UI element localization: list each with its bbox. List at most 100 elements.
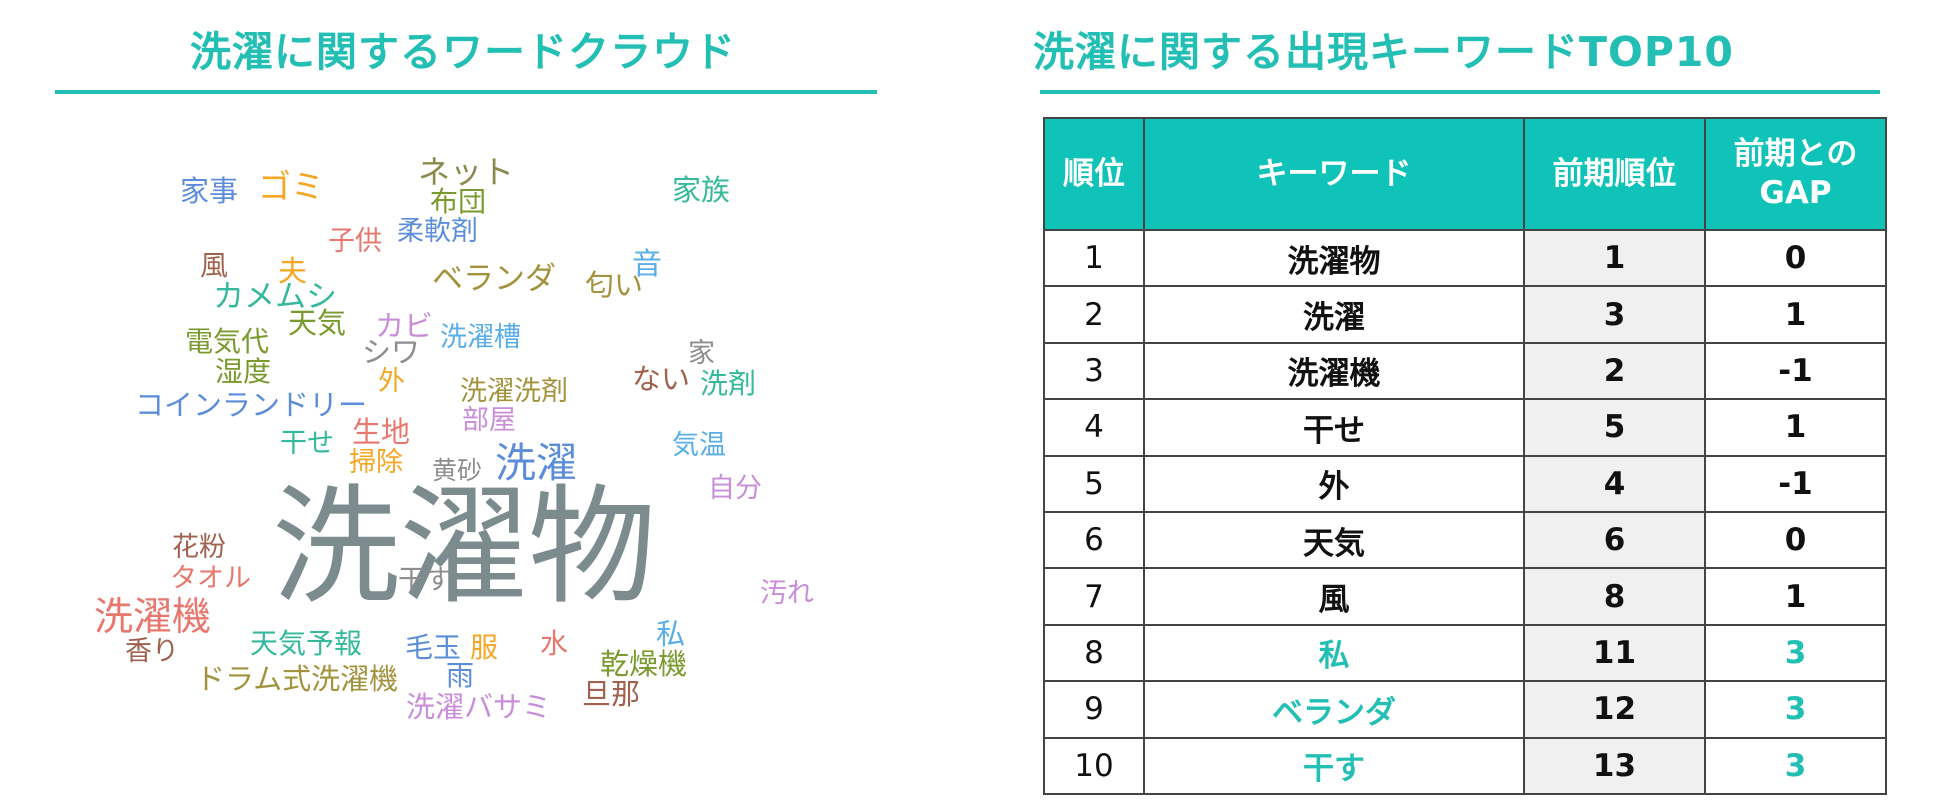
cloud-word: 柔軟剤 — [397, 216, 478, 247]
gap-cell: 3 — [1704, 736, 1887, 796]
keyword-cell: ベランダ — [1143, 680, 1525, 739]
keyword-cell: 洗濯 — [1143, 285, 1525, 344]
table-row-highlighted: 9 ベランダ 12 3 — [1043, 680, 1887, 739]
cloud-word: 家族 — [672, 173, 731, 207]
keyword-cell: 洗濯機 — [1143, 341, 1525, 401]
cloud-word: 乾燥機 — [600, 647, 688, 681]
cloud-word: 毛玉 — [405, 631, 462, 664]
cloud-word: 黄砂 — [432, 456, 483, 485]
table-row-highlighted: 10 干す 13 3 — [1043, 736, 1887, 796]
cloud-word: 掃除 — [349, 447, 403, 478]
gap-cell: 0 — [1704, 228, 1887, 288]
gap-cell: -1 — [1704, 341, 1887, 401]
cloud-word: コインランドリー — [135, 388, 368, 422]
rank-cell: 3 — [1043, 341, 1145, 401]
prev-rank-cell: 11 — [1523, 623, 1706, 683]
table-row: 6 天気 6 0 — [1043, 510, 1887, 570]
cloud-word: 自分 — [708, 473, 762, 504]
rank-cell: 7 — [1043, 567, 1145, 626]
prev-rank-cell: 6 — [1523, 510, 1706, 570]
header-keyword: キーワード — [1143, 117, 1525, 231]
top10-title: 洗濯に関する出現キーワードTOP10 — [1033, 28, 1734, 76]
table-row: 2 洗濯 3 1 — [1043, 285, 1887, 344]
prev-rank-cell: 1 — [1523, 228, 1706, 288]
table-row: 3 洗濯機 2 -1 — [1043, 341, 1887, 401]
prev-rank-cell: 8 — [1523, 567, 1706, 626]
rank-cell: 10 — [1043, 736, 1145, 796]
gap-cell: -1 — [1704, 454, 1887, 513]
cloud-word: 洗濯 — [495, 439, 577, 487]
cloud-word: 洗濯機 — [94, 595, 212, 640]
cloud-word: カビ — [375, 309, 434, 343]
table-row: 7 風 8 1 — [1043, 567, 1887, 626]
cloud-word: 花粉 — [172, 532, 226, 563]
gap-cell: 1 — [1704, 285, 1887, 344]
header-rank: 順位 — [1043, 117, 1145, 231]
table-row: 1 洗濯物 1 0 — [1043, 228, 1887, 288]
header-gap-line1: 前期との — [1733, 136, 1858, 173]
cloud-word: 家 — [688, 338, 715, 369]
cloud-word: 汚れ — [760, 578, 814, 609]
prev-rank-cell: 5 — [1523, 398, 1706, 457]
rank-cell: 6 — [1043, 510, 1145, 570]
gap-cell: 1 — [1704, 398, 1887, 457]
gap-cell: 3 — [1704, 623, 1887, 683]
rank-cell: 1 — [1043, 228, 1145, 288]
word-cloud: 家事 ゴミ ネット 布団 家族 子供 柔軟剤 風 夫 音 カメムシ ベランダ 匂… — [0, 0, 960, 806]
table-row: 5 外 4 -1 — [1043, 454, 1887, 513]
cloud-word: 香り — [125, 636, 179, 667]
prev-rank-cell: 2 — [1523, 341, 1706, 401]
rank-cell: 8 — [1043, 623, 1145, 683]
cloud-word: 夫 — [278, 254, 308, 288]
cloud-word: 電気代 — [185, 325, 270, 358]
cloud-word: 布団 — [430, 185, 487, 218]
cloud-word: ゴミ — [258, 167, 324, 206]
cloud-word: シワ — [362, 335, 421, 369]
prev-rank-cell: 3 — [1523, 285, 1706, 344]
cloud-word: タオル — [170, 563, 251, 594]
cloud-word: ない — [632, 362, 691, 396]
cloud-word: 天気 — [288, 306, 347, 340]
table-row: 4 干せ 5 1 — [1043, 398, 1887, 457]
top10-table: 順位 キーワード 前期順位 前期との GAP 1 洗濯物 1 0 2 洗濯 3 1… — [1043, 117, 1887, 796]
left-title-underline — [55, 90, 877, 94]
cloud-word: ベランダ — [432, 261, 556, 297]
keyword-cell: 天気 — [1143, 510, 1525, 570]
cloud-word: 家事 — [180, 174, 239, 208]
cloud-word: 服 — [470, 631, 499, 664]
cloud-word: 生地 — [352, 415, 411, 449]
rank-cell: 4 — [1043, 398, 1145, 457]
cloud-word: 雨 — [446, 659, 475, 692]
cloud-word: カメムシ — [213, 279, 337, 315]
cloud-word: 湿度 — [215, 355, 272, 388]
cloud-word: 風 — [200, 249, 229, 282]
right-title-underline — [1040, 90, 1880, 94]
cloud-word: 私 — [656, 617, 686, 651]
header-gap-line2: GAP — [1759, 175, 1832, 211]
cloud-word: 洗剤 — [700, 367, 757, 400]
table-header-row: 順位 キーワード 前期順位 前期との GAP — [1043, 117, 1887, 231]
cloud-word: 気温 — [672, 430, 726, 461]
rank-cell: 9 — [1043, 680, 1145, 739]
cloud-word: 洗濯槽 — [440, 322, 521, 353]
keyword-cell: 外 — [1143, 454, 1525, 513]
keyword-cell: 干す — [1143, 736, 1525, 796]
cloud-word: 匂い — [585, 268, 644, 302]
header-gap: 前期との GAP — [1704, 117, 1887, 231]
keyword-cell: 風 — [1143, 567, 1525, 626]
rank-cell: 2 — [1043, 285, 1145, 344]
cloud-word: 音 — [632, 247, 662, 282]
cloud-word: ネット — [418, 153, 515, 191]
keyword-cell: 洗濯物 — [1143, 228, 1525, 288]
cloud-word: 水 — [540, 627, 569, 660]
rank-cell: 5 — [1043, 454, 1145, 513]
cloud-word: 洗濯バサミ — [406, 690, 552, 724]
gap-cell: 3 — [1704, 680, 1887, 739]
cloud-word: 部屋 — [462, 405, 516, 436]
prev-rank-cell: 4 — [1523, 454, 1706, 513]
cloud-word: ドラム式洗濯機 — [196, 662, 399, 696]
prev-rank-cell: 13 — [1523, 736, 1706, 796]
keyword-cell: 干せ — [1143, 398, 1525, 457]
keyword-cell: 私 — [1143, 623, 1525, 683]
cloud-word: 外 — [378, 366, 405, 397]
